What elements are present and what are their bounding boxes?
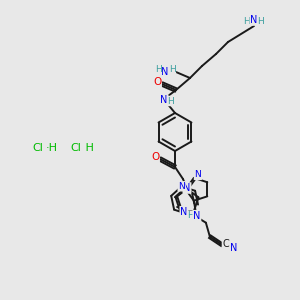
Text: C: C xyxy=(223,239,229,249)
Text: N: N xyxy=(183,183,191,193)
Text: N: N xyxy=(250,15,258,25)
Text: N: N xyxy=(193,211,201,221)
Text: N: N xyxy=(160,95,168,105)
Text: N: N xyxy=(178,182,185,191)
Text: H: H xyxy=(243,17,249,26)
Text: N: N xyxy=(161,67,169,77)
Text: H: H xyxy=(258,17,264,26)
Text: Cl: Cl xyxy=(33,143,44,153)
Text: ·H: ·H xyxy=(46,143,58,153)
Text: H: H xyxy=(188,211,194,220)
Text: O: O xyxy=(153,77,161,87)
Text: N: N xyxy=(230,243,238,253)
Text: H: H xyxy=(169,65,176,74)
Text: H: H xyxy=(154,65,161,74)
Text: H: H xyxy=(168,97,174,106)
Text: N: N xyxy=(180,207,188,217)
Text: N: N xyxy=(194,170,201,179)
Text: H: H xyxy=(82,143,94,153)
Text: O: O xyxy=(151,152,159,162)
Text: Cl: Cl xyxy=(70,143,81,153)
